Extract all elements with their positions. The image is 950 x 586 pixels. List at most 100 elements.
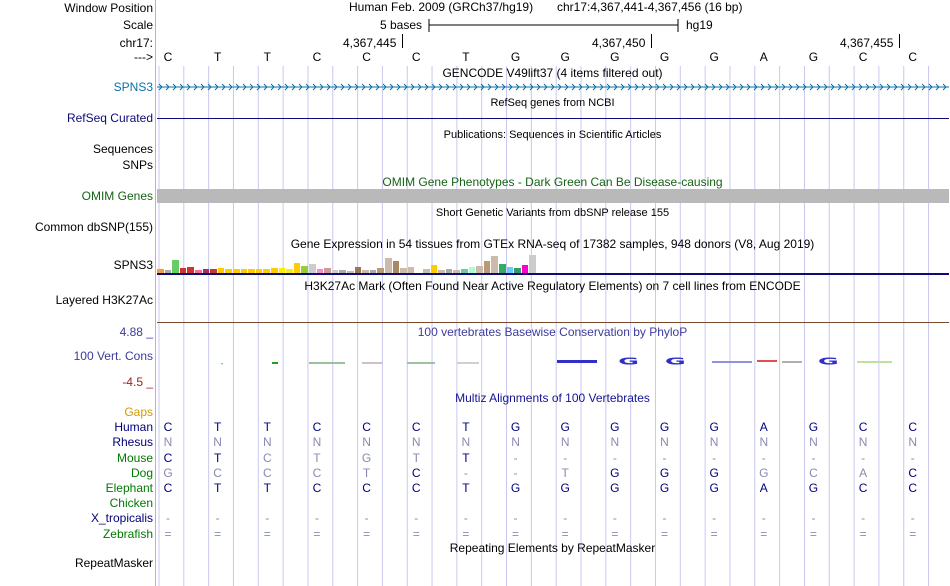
multiz-species-label[interactable]: Mouse	[116, 450, 153, 465]
base-letter[interactable]: C	[411, 50, 421, 64]
sequences-track-label[interactable]: Sequences	[92, 142, 153, 156]
refseq-gene-line[interactable]	[157, 118, 949, 119]
gtex-tissue-bar[interactable]	[385, 257, 392, 273]
gtex-tissue-bar[interactable]	[195, 269, 202, 273]
base-letter[interactable]: G	[560, 50, 570, 64]
gtex-tissue-bar[interactable]	[286, 268, 293, 273]
gtex-tissue-bar[interactable]	[293, 262, 301, 273]
base-letter[interactable]: C	[908, 50, 918, 64]
gtex-tissue-bar[interactable]	[240, 268, 248, 273]
base-letter[interactable]: C	[312, 50, 322, 64]
gtex-tissue-bar[interactable]	[202, 268, 210, 273]
gtex-tissue-bar[interactable]	[476, 266, 483, 273]
gtex-tissue-bar[interactable]	[263, 268, 270, 273]
gtex-tissue-bar[interactable]	[347, 270, 354, 273]
base-letter[interactable]: C	[362, 50, 371, 64]
gtex-tissue-bar[interactable]	[453, 269, 460, 273]
gtex-tissue-bar[interactable]	[157, 268, 164, 273]
gtex-tissue-bar[interactable]	[514, 268, 521, 273]
base-letter[interactable]: G	[610, 50, 620, 64]
gtex-gene-line	[157, 273, 949, 275]
multiz-species-label[interactable]: Dog	[130, 465, 153, 480]
base-letter[interactable]: G	[709, 50, 719, 64]
gtex-tissue-bar[interactable]	[438, 270, 445, 273]
multiz-base: T	[263, 420, 271, 435]
gtex-tissue-bar[interactable]	[369, 269, 377, 273]
multiz-base: -	[364, 511, 369, 526]
gtex-tissue-bar[interactable]	[491, 255, 498, 273]
gtex-tissue-bar[interactable]	[529, 254, 536, 273]
gtex-gene-label[interactable]: SPNS3	[113, 258, 153, 272]
multiz-species-label[interactable]: X_tropicalis	[90, 511, 153, 526]
gtex-tissue-bar[interactable]	[187, 266, 194, 273]
h3k27ac-track-label[interactable]: Layered H3K27Ac	[55, 293, 153, 307]
multiz-species-label[interactable]: Rhesus	[112, 435, 153, 450]
multiz-base: N	[908, 435, 918, 450]
gtex-tissue-bar[interactable]	[172, 259, 179, 273]
gtex-tissue-bar[interactable]	[331, 269, 339, 273]
gtex-tissue-bar[interactable]	[225, 268, 232, 273]
omim-gene-bar[interactable]	[157, 189, 949, 203]
gtex-tissue-bar[interactable]	[506, 267, 514, 273]
gtex-tissue-bar[interactable]	[461, 268, 468, 273]
multiz-species-label[interactable]: Chicken	[109, 496, 153, 511]
multiz-species-label[interactable]: Elephant	[105, 481, 153, 495]
base-letter[interactable]: T	[263, 50, 271, 64]
base-letter[interactable]: C	[163, 50, 173, 64]
gtex-tissue-bar[interactable]	[248, 268, 255, 273]
gtex-tissue-bar[interactable]	[316, 269, 324, 273]
strand-chevron	[361, 83, 366, 91]
strand-chevron	[270, 83, 275, 91]
gtex-tissue-bar[interactable]	[233, 269, 240, 273]
gtex-tissue-bar[interactable]	[278, 268, 286, 273]
gtex-tissue-bar[interactable]	[445, 268, 453, 273]
gtex-tissue-bar[interactable]	[309, 264, 316, 273]
gtex-tissue-bar[interactable]	[210, 269, 217, 273]
strand-chevron	[935, 83, 940, 91]
gencode-transcript[interactable]	[157, 80, 949, 94]
gencode-gene-label[interactable]: SPNS3	[113, 80, 153, 94]
base-letter[interactable]: G	[659, 50, 670, 64]
gtex-tissue-bar[interactable]	[271, 268, 278, 273]
gtex-tissue-bar[interactable]	[468, 267, 476, 273]
omim-track-label[interactable]: OMIM Genes	[81, 189, 153, 203]
multiz-base: A	[759, 481, 768, 495]
repeatmasker-track-label[interactable]: RepeatMasker	[74, 556, 153, 570]
gtex-tissue-bar[interactable]	[164, 270, 172, 273]
multiz-species-label[interactable]: Gaps	[124, 405, 153, 419]
base-letter[interactable]: A	[759, 50, 768, 64]
gtex-tissue-bar[interactable]	[179, 268, 187, 273]
gtex-tissue-bar[interactable]	[362, 270, 369, 273]
gtex-tissue-bar[interactable]	[430, 265, 438, 273]
gtex-tissue-bar[interactable]	[377, 268, 384, 273]
multiz-base: =	[611, 526, 619, 541]
gtex-tissue-bar[interactable]	[499, 264, 506, 273]
gtex-tissue-bar[interactable]	[521, 265, 529, 273]
gtex-tissue-bar[interactable]	[217, 268, 225, 273]
gtex-tissue-bar[interactable]	[415, 272, 422, 273]
snps-track-label[interactable]: SNPs	[122, 158, 153, 172]
base-letter[interactable]: G	[808, 50, 819, 64]
phylop-logo[interactable]: - G G G	[157, 350, 949, 370]
base-letter[interactable]: T	[462, 50, 470, 64]
refseq-track-label[interactable]: RefSeq Curated	[66, 111, 153, 125]
gtex-expression-bars[interactable]	[157, 254, 537, 273]
phylop-track-label[interactable]: 100 Vert. Cons	[73, 349, 153, 363]
gtex-tissue-bar[interactable]	[339, 270, 346, 273]
multiz-base: G	[610, 481, 620, 495]
gtex-tissue-bar[interactable]	[423, 268, 430, 273]
dbsnp-track-label[interactable]: Common dbSNP(155)	[34, 220, 153, 234]
gtex-tissue-bar[interactable]	[324, 267, 331, 273]
gtex-tissue-bar[interactable]	[392, 261, 400, 273]
gtex-tissue-bar[interactable]	[400, 268, 407, 273]
gtex-tissue-bar[interactable]	[354, 266, 362, 273]
base-letter[interactable]: C	[858, 50, 868, 64]
gtex-tissue-bar[interactable]	[483, 261, 491, 273]
gtex-tissue-bar[interactable]	[301, 266, 308, 273]
gtex-tissue-bar[interactable]	[407, 267, 415, 273]
base-letter[interactable]: G	[510, 50, 521, 64]
gtex-tissue-bar[interactable]	[255, 269, 263, 273]
multiz-species-label[interactable]: Zebrafish	[102, 526, 153, 541]
multiz-species-label[interactable]: Human	[114, 420, 153, 435]
base-letter[interactable]: T	[213, 50, 222, 64]
